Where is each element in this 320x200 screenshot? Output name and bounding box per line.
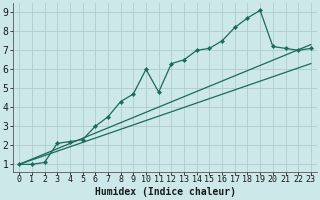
X-axis label: Humidex (Indice chaleur): Humidex (Indice chaleur) <box>94 187 236 197</box>
